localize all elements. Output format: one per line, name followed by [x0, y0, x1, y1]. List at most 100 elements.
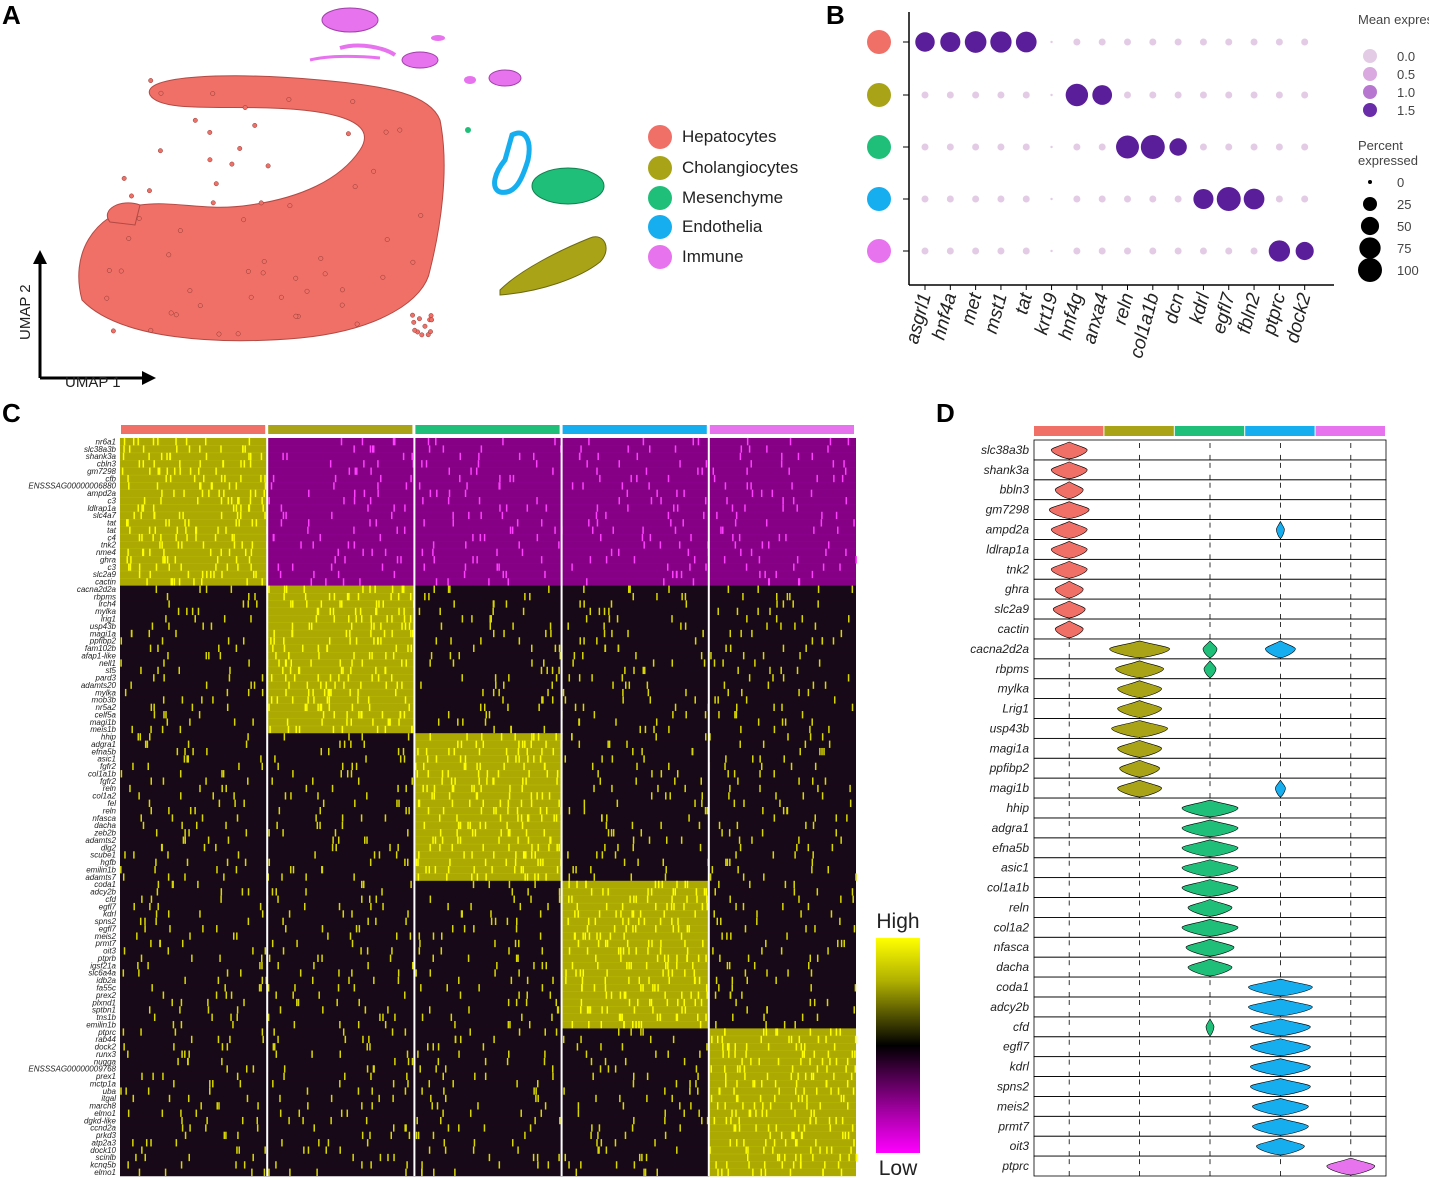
heatmap-stripe	[130, 556, 132, 564]
heatmap-stripe	[405, 659, 407, 667]
heatmap-cell	[561, 718, 709, 727]
heatmap-stripe	[840, 836, 842, 844]
violin-gene-label: Lrig1	[1002, 702, 1029, 716]
heatmap-stripe	[458, 976, 460, 985]
dot-plot-dot	[1295, 241, 1314, 261]
heatmap-stripe	[203, 474, 205, 483]
heatmap-stripe	[839, 917, 841, 926]
heatmap-stripe	[349, 688, 351, 697]
heatmap-stripe	[186, 533, 188, 542]
heatmap-cell	[267, 777, 415, 786]
heatmap-stripe	[666, 998, 669, 1007]
heatmap-stripe	[322, 799, 325, 807]
heatmap-stripe	[180, 1109, 182, 1117]
umap-point-hepatocyte	[235, 331, 241, 337]
heatmap-stripe	[548, 585, 550, 593]
heatmap-stripe	[551, 1065, 554, 1073]
heatmap-stripe	[357, 696, 359, 704]
heatmap-stripe	[225, 784, 227, 793]
heatmap-stripe	[288, 910, 291, 918]
heatmap-stripe	[714, 888, 716, 896]
heatmap-stripe	[281, 873, 283, 881]
heatmap-stripe	[583, 807, 586, 815]
heatmap-stripe	[744, 969, 747, 977]
heatmap-stripe	[847, 674, 850, 682]
heatmap-gene-label: ccnd2a	[90, 1124, 116, 1133]
violin-gene-label: ampd2a	[986, 523, 1030, 537]
heatmap-stripe	[165, 615, 167, 623]
heatmap-cell	[414, 474, 562, 483]
heatmap-cell	[708, 622, 856, 631]
heatmap-stripe	[780, 1131, 783, 1140]
heatmap-stripe	[248, 438, 251, 446]
heatmap-stripe	[320, 703, 323, 712]
heatmap-stripe	[520, 866, 523, 874]
heatmap-stripe	[833, 696, 836, 704]
heatmap-stripe	[799, 747, 801, 756]
heatmap-cell	[708, 666, 856, 675]
heatmap-stripe	[141, 1146, 143, 1154]
heatmap-stripe	[360, 615, 363, 623]
heatmap-stripe	[160, 452, 163, 461]
heatmap-cell	[120, 474, 268, 483]
heatmap-stripe	[665, 836, 668, 844]
umap-point-hepatocyte	[416, 316, 422, 322]
heatmap-stripe	[787, 733, 789, 741]
heatmap-cell	[708, 563, 856, 572]
heatmap-stripe	[344, 1072, 346, 1081]
heatmap-stripe	[120, 770, 123, 778]
heatmap-cell	[120, 1116, 268, 1125]
heatmap-stripe	[659, 917, 662, 926]
heatmap-stripe	[397, 592, 400, 601]
heatmap-stripe	[312, 777, 314, 785]
heatmap-stripe	[620, 954, 622, 962]
heatmap-cell	[561, 991, 709, 1000]
size-legend-value: 25	[1397, 197, 1411, 212]
heatmap-cell	[414, 489, 562, 498]
heatmap-stripe	[341, 814, 344, 822]
heatmap-stripe	[461, 910, 463, 918]
heatmap-stripe	[514, 858, 517, 867]
heatmap-stripe	[638, 1153, 641, 1162]
heatmap-stripe	[518, 1028, 521, 1036]
heatmap-stripe	[161, 489, 163, 498]
heatmap-stripe	[454, 1168, 456, 1176]
heatmap-stripe	[821, 1057, 824, 1066]
heatmap-stripe	[518, 991, 520, 999]
umap-point-hepatocyte	[260, 270, 266, 276]
heatmap-stripe	[285, 511, 287, 520]
heatmap-stripe	[228, 548, 231, 557]
heatmap-stripe	[822, 1168, 824, 1176]
heatmap-stripe	[763, 1013, 765, 1022]
heatmap-gene-label: efna5b	[92, 747, 117, 756]
heatmap-stripe	[408, 622, 411, 630]
heatmap-stripe	[339, 1080, 341, 1088]
heatmap-stripe	[722, 526, 724, 534]
heatmap-stripe	[393, 1124, 395, 1132]
heatmap-gene-label: slc2a9	[93, 570, 117, 579]
heatmap-stripe	[366, 1065, 369, 1073]
heatmap-stripe	[551, 1013, 553, 1022]
heatmap-cell	[267, 1028, 415, 1037]
heatmap-stripe	[705, 888, 708, 896]
heatmap-stripe	[727, 688, 729, 697]
heatmap-stripe	[175, 629, 177, 638]
heatmap-stripe	[740, 629, 742, 638]
heatmap-stripe	[776, 600, 778, 608]
heatmap-stripe	[175, 438, 177, 446]
heatmap-stripe	[760, 489, 763, 498]
heatmap-stripe	[498, 688, 500, 697]
heatmap-stripe	[619, 1013, 622, 1022]
heatmap-gene-label: mylka	[95, 688, 116, 697]
heatmap-cell	[708, 814, 856, 823]
heatmap-cell	[561, 1102, 709, 1110]
heatmap-gene-label: runx3	[96, 1050, 117, 1059]
heatmap-stripe	[781, 1161, 784, 1169]
heatmap-stripe	[348, 976, 350, 985]
heatmap-stripe	[225, 526, 227, 534]
heatmap-stripe	[693, 969, 696, 977]
violin-adgra1-mesenchyme	[1181, 819, 1239, 838]
dot-plot-dot-low	[1149, 195, 1157, 203]
heatmap-stripe	[237, 851, 240, 859]
panel-label-d: D	[936, 398, 955, 428]
